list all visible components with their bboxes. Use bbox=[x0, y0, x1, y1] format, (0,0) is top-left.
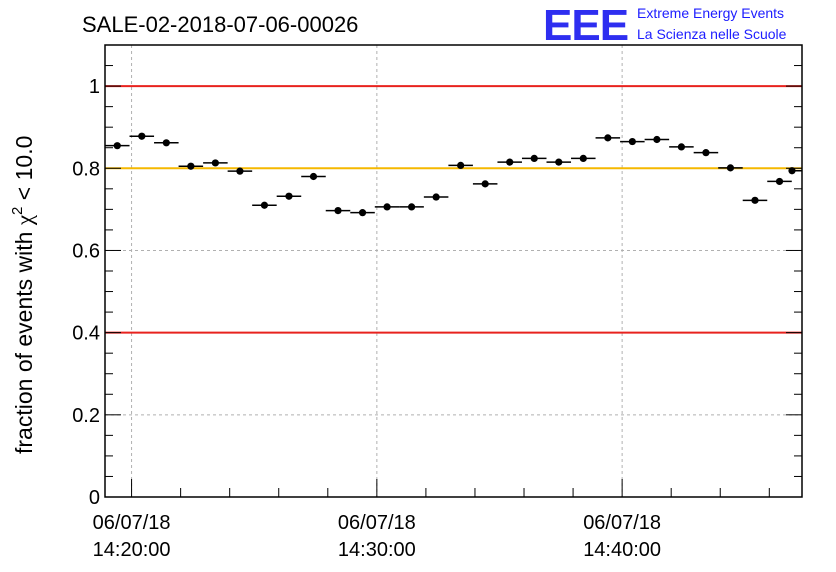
data-point bbox=[628, 137, 636, 146]
grid-layer bbox=[105, 45, 802, 497]
y-tick-label: 0.6 bbox=[72, 240, 100, 262]
data-point bbox=[751, 196, 759, 204]
data-point bbox=[113, 142, 121, 150]
data-point bbox=[726, 164, 735, 172]
chart-title: SALE-02-2018-07-06-00026 bbox=[82, 12, 358, 37]
x-tick-label-date: 06/07/18 bbox=[338, 512, 416, 534]
y-axis-label-chi: χ bbox=[12, 214, 37, 226]
data-point bbox=[187, 162, 195, 170]
data-point bbox=[407, 203, 416, 211]
y-axis-label-tail: < 10.0 bbox=[11, 136, 37, 207]
logo-line-2: La Scienza nelle Scuole bbox=[637, 26, 787, 42]
y-tick-label: 0 bbox=[89, 487, 100, 509]
data-point bbox=[309, 172, 318, 181]
data-point bbox=[788, 167, 796, 175]
y-axis-label: fraction of events with χ2 < 10.0 bbox=[9, 136, 37, 454]
axes: 0 0.2 0.4 0.6 0.8 1 06/07/18 14:20:00 06/07/18 14… bbox=[72, 44, 803, 561]
reference-lines bbox=[105, 85, 802, 334]
eee-logo-mark: EEE bbox=[543, 1, 628, 50]
x-tick-label-date: 06/07/18 bbox=[93, 512, 171, 534]
data-point bbox=[579, 154, 587, 163]
y-tick-label: 0.2 bbox=[72, 405, 100, 427]
data-point bbox=[457, 161, 465, 169]
data-point bbox=[138, 132, 146, 140]
y-axis-label-main: fraction of events with bbox=[11, 225, 37, 454]
eee-logo: EEE Extreme Energy Events La Scienza nel… bbox=[543, 1, 787, 50]
plot-frame bbox=[104, 44, 803, 498]
y-tick-label: 1 bbox=[89, 76, 100, 98]
data-point bbox=[383, 203, 391, 211]
data-series bbox=[105, 132, 802, 217]
x-tick-label-date: 06/07/18 bbox=[583, 512, 661, 534]
x-tick-label-time: 14:30:00 bbox=[338, 539, 416, 561]
data-point bbox=[506, 158, 514, 166]
data-point bbox=[604, 134, 612, 142]
data-point bbox=[236, 167, 244, 175]
data-point bbox=[432, 193, 440, 201]
data-point bbox=[285, 192, 293, 200]
data-point bbox=[530, 154, 538, 163]
y-axis-label-sup: 2 bbox=[9, 207, 26, 215]
data-point bbox=[702, 149, 710, 157]
data-point bbox=[260, 201, 269, 209]
data-point bbox=[162, 139, 170, 147]
x-tick-label-time: 14:40:00 bbox=[583, 539, 661, 561]
data-point bbox=[677, 143, 686, 151]
data-point bbox=[653, 135, 661, 144]
data-point bbox=[358, 209, 367, 217]
y-tick-label: 0.8 bbox=[72, 158, 100, 180]
data-point bbox=[334, 206, 342, 215]
data-point bbox=[481, 180, 489, 188]
y-tick-label: 0.4 bbox=[72, 323, 100, 345]
x-tick-label-time: 14:20:00 bbox=[93, 539, 171, 561]
data-point bbox=[555, 158, 563, 166]
data-point bbox=[775, 177, 784, 186]
data-point bbox=[211, 159, 219, 167]
logo-line-1: Extreme Energy Events bbox=[637, 5, 784, 21]
